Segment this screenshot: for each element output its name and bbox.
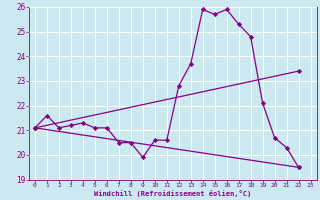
X-axis label: Windchill (Refroidissement éolien,°C): Windchill (Refroidissement éolien,°C) — [94, 190, 252, 197]
